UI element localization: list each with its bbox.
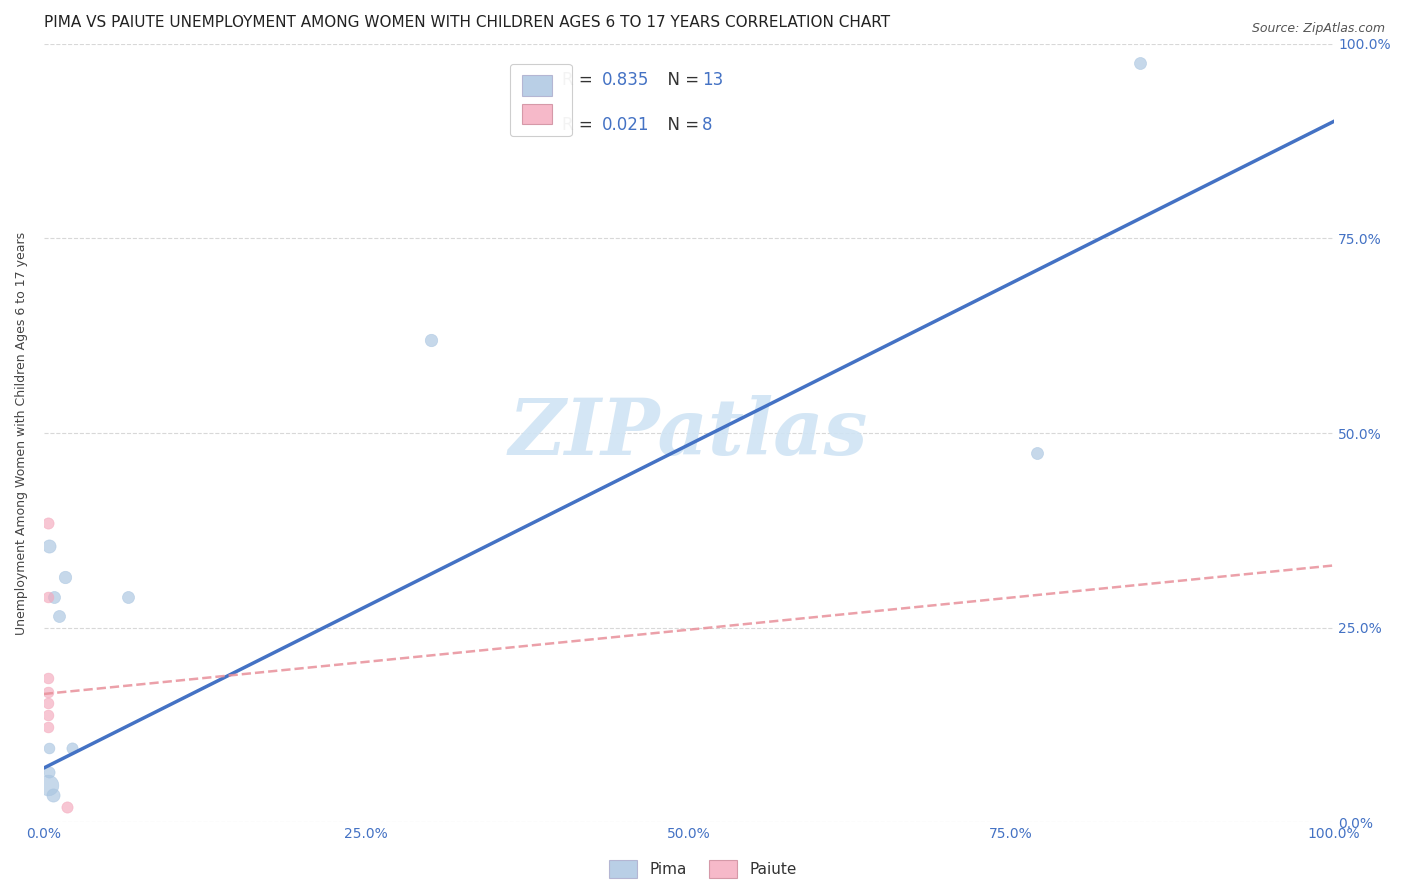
Text: Source: ZipAtlas.com: Source: ZipAtlas.com bbox=[1251, 22, 1385, 36]
Text: 8: 8 bbox=[702, 116, 711, 134]
Point bbox=[53, 570, 76, 584]
Point bbox=[117, 590, 139, 604]
Point bbox=[38, 764, 60, 779]
Point bbox=[38, 741, 60, 756]
Text: 0.835: 0.835 bbox=[602, 71, 650, 89]
Point bbox=[37, 721, 59, 735]
Point bbox=[419, 333, 441, 347]
Point bbox=[37, 516, 59, 530]
Point bbox=[1129, 56, 1152, 70]
Point bbox=[37, 672, 59, 686]
Legend: , : , bbox=[510, 63, 572, 136]
Text: N =: N = bbox=[657, 116, 704, 134]
Point bbox=[37, 684, 59, 698]
Text: R =: R = bbox=[562, 71, 599, 89]
Text: 0.021: 0.021 bbox=[602, 116, 650, 134]
Text: ZIPatlas: ZIPatlas bbox=[509, 395, 869, 471]
Point bbox=[56, 800, 79, 814]
Text: N =: N = bbox=[657, 71, 704, 89]
Point bbox=[38, 539, 60, 553]
Point bbox=[60, 741, 83, 756]
Point bbox=[1025, 445, 1047, 459]
Point bbox=[37, 708, 59, 723]
Point bbox=[42, 788, 65, 802]
Point bbox=[44, 590, 66, 604]
Point bbox=[37, 778, 59, 792]
Text: PIMA VS PAIUTE UNEMPLOYMENT AMONG WOMEN WITH CHILDREN AGES 6 TO 17 YEARS CORRELA: PIMA VS PAIUTE UNEMPLOYMENT AMONG WOMEN … bbox=[44, 15, 890, 30]
Point bbox=[48, 609, 70, 624]
Point bbox=[37, 590, 59, 604]
Text: R =: R = bbox=[562, 116, 599, 134]
Point bbox=[37, 696, 59, 710]
Legend: Pima, Paiute: Pima, Paiute bbox=[603, 854, 803, 884]
Y-axis label: Unemployment Among Women with Children Ages 6 to 17 years: Unemployment Among Women with Children A… bbox=[15, 232, 28, 634]
Text: 13: 13 bbox=[702, 71, 723, 89]
